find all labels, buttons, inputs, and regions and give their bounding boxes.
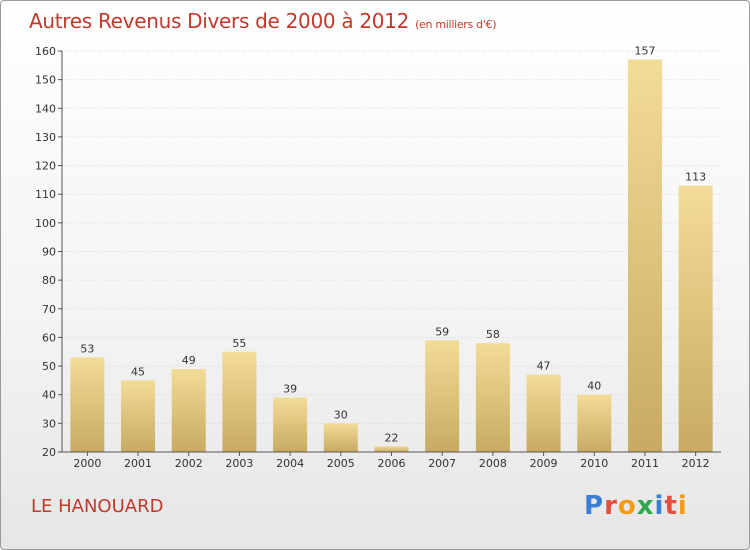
- y-tick-label: 60: [42, 331, 56, 344]
- bar-value-label: 45: [131, 365, 145, 378]
- x-tick-label: 2006: [378, 457, 406, 470]
- x-tick-label: 2007: [428, 457, 456, 470]
- x-tick-label: 2012: [682, 457, 710, 470]
- x-tick-label: 2001: [124, 457, 152, 470]
- logo-letter: i: [654, 491, 665, 521]
- bar-2004[interactable]: [273, 397, 308, 452]
- y-tick-label: 80: [42, 274, 56, 287]
- bar-value-label: 30: [334, 408, 348, 421]
- y-tick-label: 90: [42, 246, 56, 259]
- bar-2005[interactable]: [323, 423, 358, 452]
- y-tick-label: 30: [42, 417, 56, 430]
- commune-name: LE HANOUARD: [31, 496, 164, 517]
- bar-value-label: 59: [435, 325, 449, 338]
- x-tick-label: 2011: [631, 457, 659, 470]
- bar-2009[interactable]: [526, 374, 561, 452]
- bar-2006[interactable]: [374, 446, 409, 452]
- grid-lines: [62, 50, 721, 453]
- chart-unit: (en milliers d'€): [415, 18, 497, 31]
- bar-value-label: 55: [232, 337, 246, 350]
- chart-title: Autres Revenus Divers de 2000 à 2012 (en …: [29, 9, 497, 33]
- y-tick-label: 120: [35, 160, 56, 173]
- proxiti-logo[interactable]: Proxiti: [584, 491, 688, 521]
- bar-value-label: 22: [385, 431, 399, 444]
- x-tick-label: 2000: [73, 457, 101, 470]
- x-tick-label: 2009: [530, 457, 558, 470]
- bars: 53 45 49 55 39 30 22 59 58 47 40 157 113: [70, 45, 713, 452]
- bar-value-label: 157: [634, 45, 655, 58]
- x-tick-label: 2010: [580, 457, 608, 470]
- bar-2012[interactable]: [678, 185, 713, 452]
- bar-value-label: 49: [182, 354, 196, 367]
- bar-2003[interactable]: [222, 351, 257, 452]
- bar-2010[interactable]: [577, 394, 612, 452]
- bar-value-label: 39: [283, 383, 297, 396]
- x-tick-label: 2008: [479, 457, 507, 470]
- chart-title-text: Autres Revenus Divers de 2000 à 2012: [29, 9, 410, 33]
- logo-letter: P: [584, 491, 605, 521]
- logo-letter: o: [617, 491, 637, 521]
- bar-value-label: 40: [587, 380, 601, 393]
- bar-value-label: 58: [486, 328, 500, 341]
- y-tick-label: 50: [42, 360, 56, 373]
- bar-2008[interactable]: [475, 343, 510, 452]
- bar-value-label: 113: [685, 171, 706, 184]
- logo-letter: x: [636, 491, 655, 521]
- y-tick-label: 110: [35, 188, 56, 201]
- y-tick-label: 40: [42, 389, 56, 402]
- y-tick-label: 20: [42, 446, 56, 459]
- logo-letter: i: [677, 491, 688, 521]
- y-tick-label: 70: [42, 303, 56, 316]
- bar-2001[interactable]: [121, 380, 156, 452]
- x-tick-label: 2002: [175, 457, 203, 470]
- bar-2000[interactable]: [70, 357, 105, 452]
- y-tick-label: 150: [35, 74, 56, 87]
- logo-letter: r: [604, 491, 618, 521]
- x-tick-label: 2004: [276, 457, 304, 470]
- y-tick-label: 140: [35, 102, 56, 115]
- x-axis: 2000 2001 2002 2003 2004 2005 2006 2007 2008 2009…: [62, 451, 721, 470]
- bar-2007[interactable]: [425, 340, 460, 452]
- y-tick-label: 130: [35, 131, 56, 144]
- bar-2002[interactable]: [171, 368, 206, 452]
- bar-value-label: 53: [80, 342, 94, 355]
- bar-2011[interactable]: [627, 59, 662, 452]
- logo-letter: t: [664, 491, 678, 521]
- y-axis: 20 30 40 50 60 70 80 90 100 110 120 130 140 150 160: [35, 45, 63, 459]
- x-tick-label: 2003: [225, 457, 253, 470]
- y-tick-label: 160: [35, 45, 56, 58]
- bar-value-label: 47: [537, 360, 551, 373]
- y-tick-label: 100: [35, 217, 56, 230]
- bar-chart: 20 30 40 50 60 70 80 90 100 110 120 130 140 150 160 53…: [35, 45, 721, 470]
- x-tick-label: 2005: [327, 457, 355, 470]
